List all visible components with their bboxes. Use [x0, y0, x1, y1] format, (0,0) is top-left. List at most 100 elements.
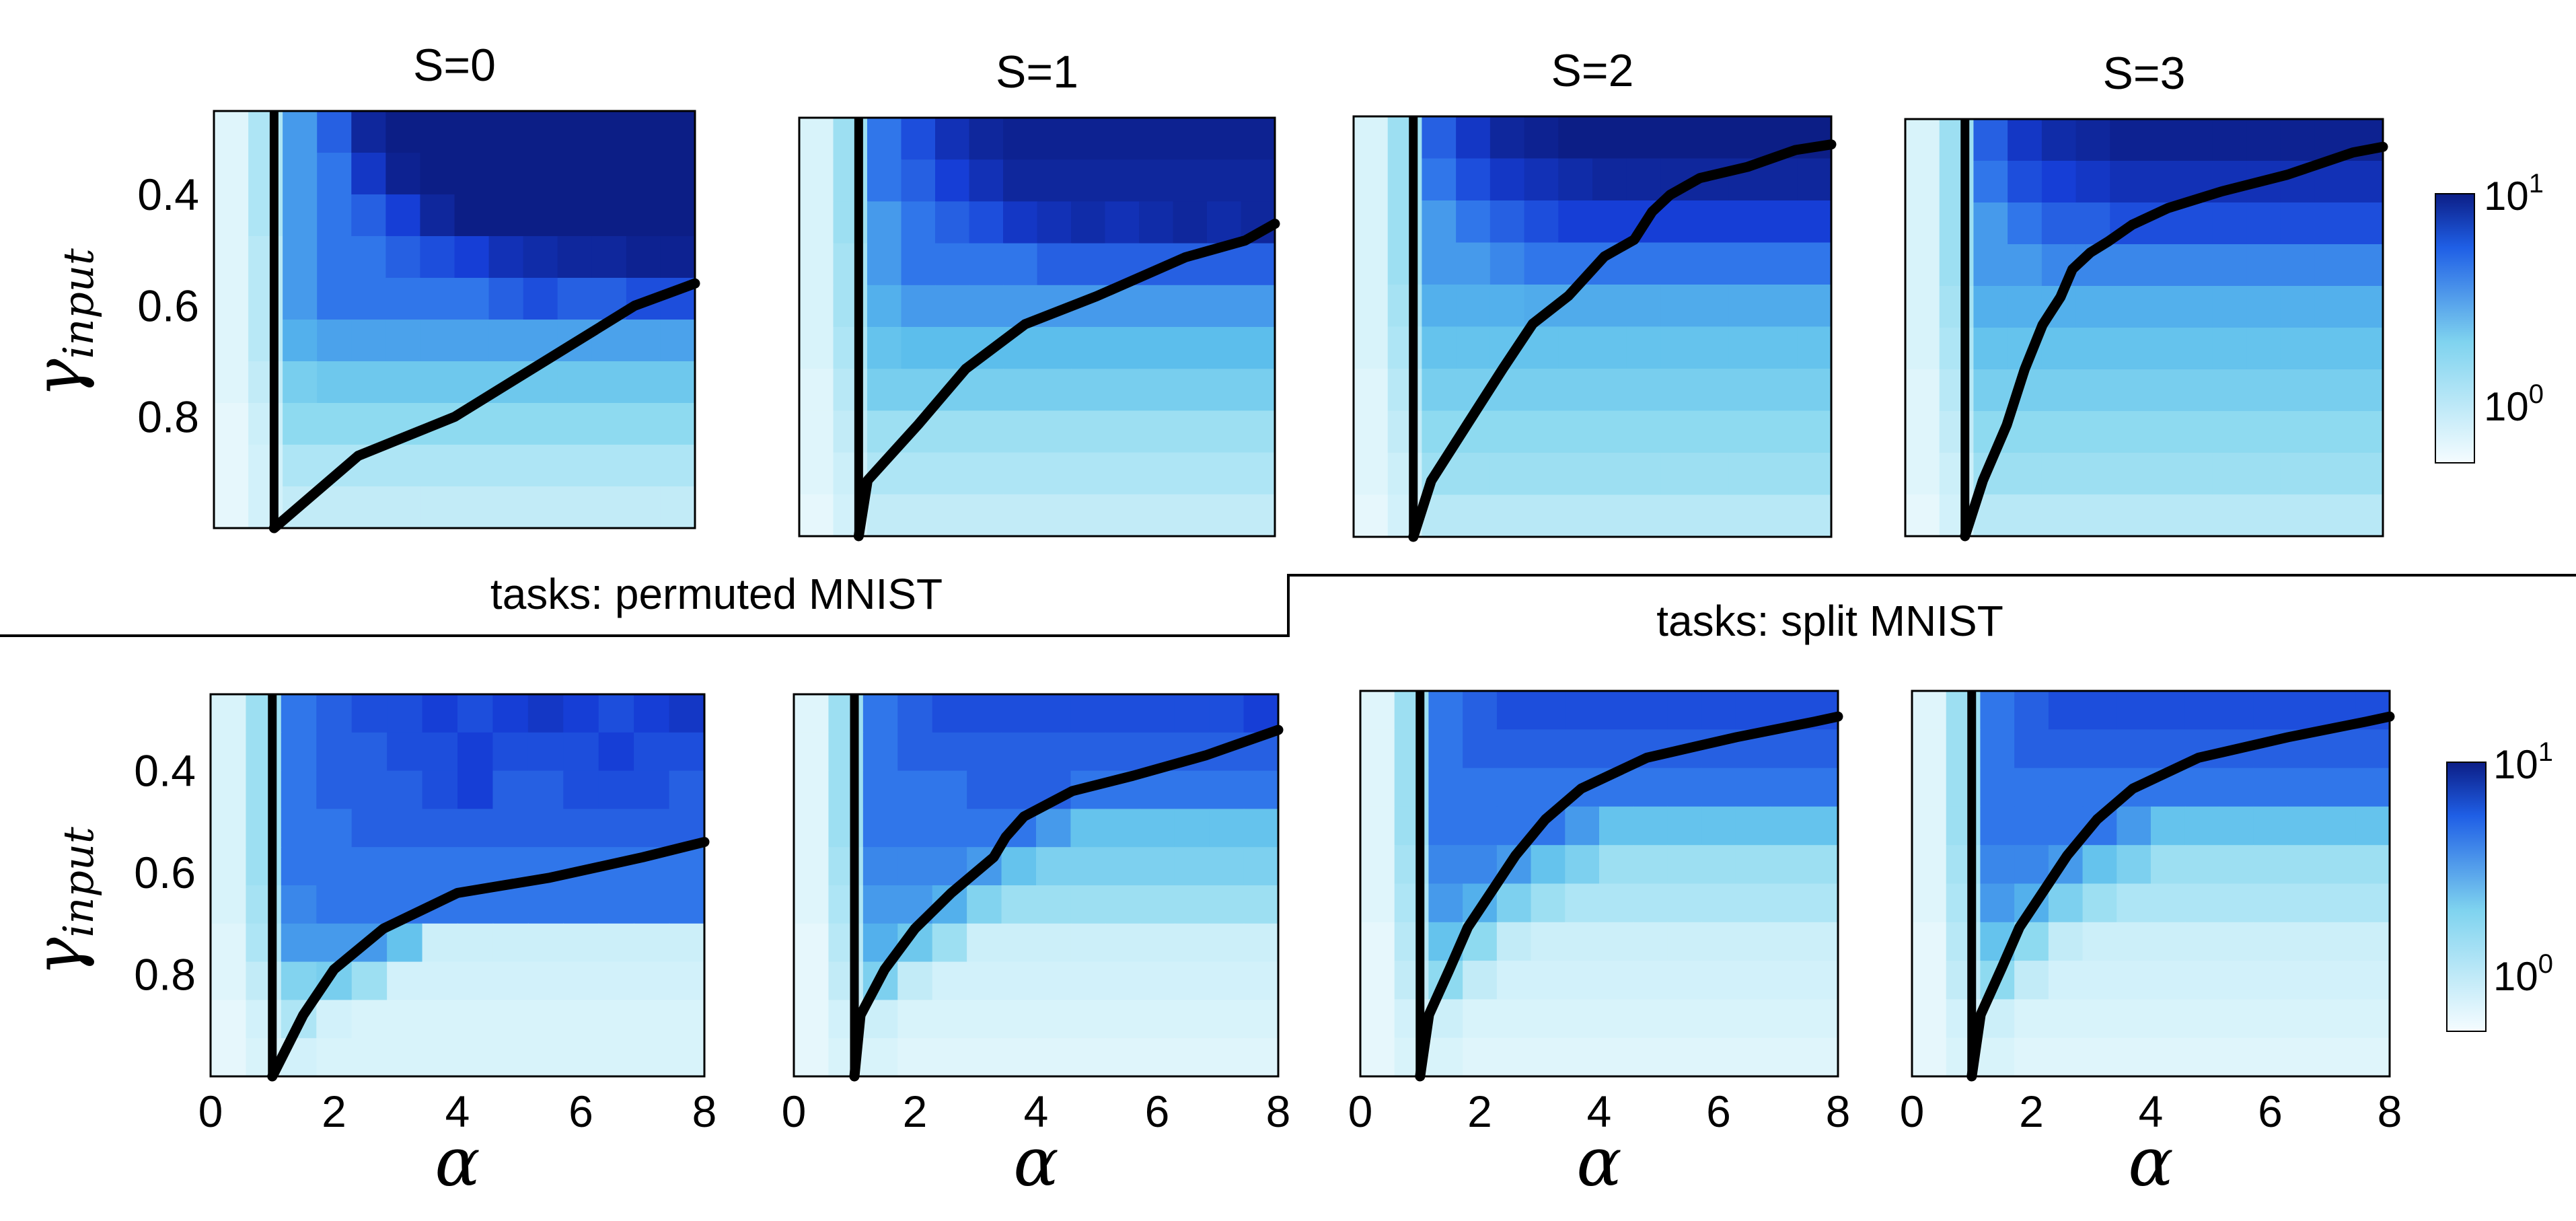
- heatmap-cell: [1456, 116, 1491, 159]
- heatmap-cell: [2041, 411, 2077, 453]
- heatmap-cell: [2212, 328, 2247, 370]
- heatmap-cell: [1140, 1000, 1175, 1039]
- heatmap-cell: [2246, 453, 2281, 495]
- heatmap-cell: [1660, 326, 1695, 369]
- heatmap-cell: [1905, 202, 1940, 245]
- heatmap-cell: [2144, 328, 2179, 370]
- heatmap-cell: [2041, 202, 2077, 245]
- heatmap-cell: [317, 486, 353, 529]
- x-tick-label: 4: [2139, 1086, 2164, 1136]
- heatmap-cell: [214, 445, 249, 487]
- heatmap-cell: [2287, 691, 2322, 731]
- x-tick-label: 0: [198, 1086, 223, 1136]
- heatmap-cell: [2280, 119, 2316, 161]
- heatmap-cell: [1139, 494, 1174, 537]
- heatmap-cell: [1524, 242, 1559, 285]
- heatmap-cell: [969, 243, 1004, 286]
- heatmap-cell: [897, 770, 933, 810]
- heatmap-cell: [316, 885, 353, 924]
- heatmap-cell: [1633, 922, 1668, 961]
- heatmap-cell: [1360, 845, 1395, 885]
- heatmap-cell: [2280, 202, 2316, 245]
- heatmap-cell: [351, 236, 387, 279]
- heatmap-cell: [2014, 729, 2049, 769]
- heatmap-cell: [591, 236, 627, 279]
- heatmap-cell: [1003, 201, 1038, 244]
- heatmap-cell: [1626, 494, 1662, 538]
- heatmap-cell: [2110, 286, 2145, 328]
- heatmap-cell: [1701, 1037, 1736, 1077]
- heatmap-cell: [422, 770, 458, 810]
- heatmap-cell: [385, 194, 421, 237]
- heatmap-cell: [1980, 1037, 2015, 1077]
- heatmap-cell: [1209, 694, 1245, 733]
- heatmap-cell: [1174, 961, 1210, 1001]
- heatmap-cell: [2082, 883, 2118, 923]
- heatmap-cell: [1209, 923, 1245, 963]
- heatmap-cell: [2212, 119, 2247, 161]
- heatmap-cell: [1496, 729, 1532, 769]
- heatmap-cell: [1003, 159, 1038, 202]
- heatmap-cell: [2184, 806, 2220, 846]
- heatmap-cell: [932, 732, 967, 772]
- heatmap-cell: [488, 320, 524, 362]
- heatmap-cell: [1797, 369, 1832, 412]
- heatmap-cell: [316, 1000, 353, 1039]
- heatmap-cell: [2048, 922, 2084, 961]
- heatmap-cell: [1070, 694, 1106, 733]
- heatmap-cell: [385, 236, 421, 279]
- heatmap-cell: [2048, 1037, 2084, 1077]
- heatmap-cell: [316, 847, 353, 886]
- heatmap-cell: [794, 694, 830, 733]
- heatmap-cell: [1905, 328, 1940, 370]
- heatmap-cell: [634, 961, 670, 1001]
- heatmap-cell: [2246, 119, 2281, 161]
- y-tick-label: 0.4: [137, 170, 199, 219]
- panel-frame: [793, 693, 1280, 1078]
- heatmap-cell: [1531, 922, 1566, 961]
- heatmap-cell: [2246, 286, 2281, 328]
- heatmap-cell: [1695, 453, 1730, 496]
- heatmap-cell: [523, 403, 558, 445]
- heatmap-cell: [1558, 494, 1593, 538]
- heatmap-cell: [1489, 410, 1525, 453]
- heatmap-cell: [598, 732, 634, 772]
- heatmap-cell: [283, 361, 318, 404]
- heatmap-cell: [557, 445, 593, 487]
- heatmap-cell: [1695, 116, 1730, 159]
- heatmap-cell: [1105, 809, 1141, 848]
- heatmap-cell: [1695, 494, 1730, 538]
- heatmap-cell: [1912, 883, 1947, 923]
- heatmap-cell: [2117, 806, 2151, 846]
- heatmap-cell: [283, 194, 318, 237]
- heatmap-cell: [1728, 116, 1764, 159]
- heatmap-cell: [867, 369, 902, 412]
- heatmap-cell: [1905, 244, 1940, 287]
- heatmap-cell: [1070, 1038, 1106, 1077]
- heatmap-cell: [317, 194, 353, 237]
- heatmap-cell: [2280, 244, 2316, 287]
- heatmap-cell: [2287, 999, 2322, 1039]
- heatmap-cell: [1769, 961, 1805, 1000]
- heatmap-cell: [1105, 961, 1141, 1001]
- heatmap-cell: [2321, 999, 2357, 1039]
- heatmap-cell: [967, 1000, 1002, 1039]
- heatmap-cell: [626, 236, 661, 279]
- heatmap-cell: [387, 809, 423, 848]
- heatmap-cell: [1797, 326, 1832, 369]
- heatmap-cell: [2321, 883, 2357, 923]
- heatmap-cell: [932, 1000, 967, 1039]
- heatmap-cell: [488, 153, 524, 195]
- heatmap-cell: [598, 1000, 634, 1039]
- heatmap-cell: [2151, 922, 2186, 961]
- heatmap-cell: [1071, 494, 1106, 537]
- heatmap-cell: [563, 732, 599, 772]
- heatmap-cell: [862, 694, 899, 733]
- heatmap-cell: [1070, 885, 1106, 924]
- heatmap-cell: [385, 111, 421, 153]
- heatmap-cell: [897, 694, 933, 733]
- panel-frame: [1911, 690, 2391, 1078]
- heatmap-cell: [1173, 159, 1208, 202]
- heatmap-cell: [1912, 845, 1947, 885]
- heatmap-cell: [634, 885, 670, 924]
